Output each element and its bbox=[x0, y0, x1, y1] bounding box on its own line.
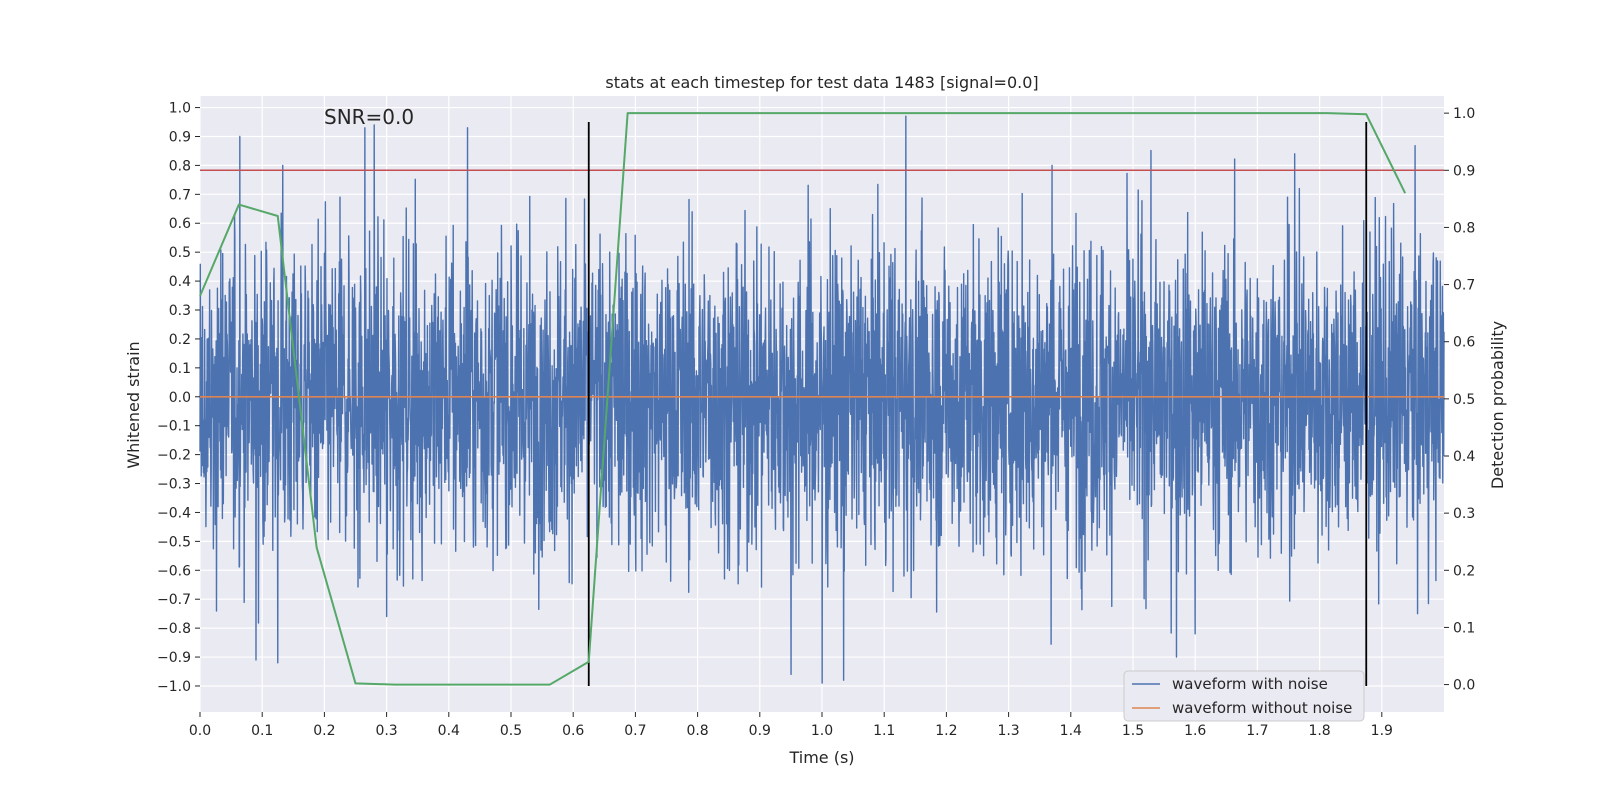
x-tick-label: 0.6 bbox=[562, 723, 584, 739]
noise-series bbox=[199, 115, 1445, 684]
x-tick-label: 1.7 bbox=[1246, 723, 1268, 739]
y-right-tick-label: 0.8 bbox=[1453, 220, 1475, 236]
y-right-tick-label: 0.6 bbox=[1453, 335, 1475, 351]
x-tick-label: 1.8 bbox=[1308, 723, 1330, 739]
y-right-tick-label: 0.3 bbox=[1453, 506, 1475, 522]
x-tick-label: 0.2 bbox=[313, 723, 335, 739]
vertical-markers bbox=[587, 122, 1368, 686]
x-axis-label: Time (s) bbox=[788, 748, 854, 767]
legend: waveform with noise waveform without noi… bbox=[1123, 670, 1365, 722]
y-right-axis-label: Detection probability bbox=[1488, 321, 1507, 489]
y-left-tick-label: 0.8 bbox=[169, 158, 191, 174]
y-right-tick-label: 0.9 bbox=[1453, 163, 1475, 179]
x-tick-label: 0.3 bbox=[375, 723, 397, 739]
probability-series bbox=[199, 112, 1407, 686]
y-left-tick-label: 0.7 bbox=[169, 187, 191, 203]
x-tick-label: 1.5 bbox=[1122, 723, 1144, 739]
y-right-tick-label: 0.7 bbox=[1453, 278, 1475, 294]
y-left-tick-label: −0.8 bbox=[157, 621, 191, 637]
y-left-tick-label: −0.3 bbox=[157, 477, 191, 493]
x-tick-label: 1.0 bbox=[811, 723, 833, 739]
y-left-tick-label: −0.9 bbox=[157, 650, 191, 666]
y-left-tick-label: 1.0 bbox=[169, 101, 191, 117]
y-left-tick-label: −0.5 bbox=[157, 534, 191, 550]
y-left-tick-label: −0.6 bbox=[157, 563, 191, 579]
snr-annotation: SNR=0.0 bbox=[324, 105, 414, 129]
legend-label-noise: waveform with noise bbox=[1172, 675, 1328, 693]
y-right-tick-labels: 1.0 0.9 0.8 0.7 0.6 0.5 0.4 0.3 0.2 0.1 0.0 bbox=[1444, 106, 1475, 694]
y-left-axis-label: Whitened strain bbox=[124, 341, 143, 468]
x-tick-label: 1.9 bbox=[1371, 723, 1393, 739]
y-right-tick-label: 1.0 bbox=[1453, 106, 1475, 122]
y-left-tick-label: −0.4 bbox=[157, 505, 191, 521]
x-tick-label: 0.1 bbox=[251, 723, 273, 739]
y-left-tick-label: 0.4 bbox=[169, 274, 191, 290]
x-tick-label: 1.1 bbox=[873, 723, 895, 739]
y-left-tick-label: 0.0 bbox=[169, 390, 191, 406]
x-tick-label: 1.2 bbox=[935, 723, 957, 739]
x-tick-label: 0.8 bbox=[686, 723, 708, 739]
x-tick-label: 1.3 bbox=[997, 723, 1019, 739]
y-left-tick-label: 0.5 bbox=[169, 245, 191, 261]
y-left-tick-label: 0.6 bbox=[169, 216, 191, 232]
y-left-tick-label: 0.3 bbox=[169, 303, 191, 319]
y-right-tick-label: 0.1 bbox=[1453, 620, 1475, 636]
x-tick-label: 1.4 bbox=[1060, 723, 1082, 739]
legend-box bbox=[1123, 670, 1365, 722]
y-right-tick-label: 0.5 bbox=[1453, 392, 1475, 408]
y-left-tick-label: −0.2 bbox=[157, 448, 191, 464]
y-left-tick-label: −0.7 bbox=[157, 592, 191, 608]
y-left-tick-label: −0.1 bbox=[157, 419, 191, 435]
y-right-tick-label: 0.2 bbox=[1453, 563, 1475, 579]
y-right-tick-label: 0.0 bbox=[1453, 678, 1475, 694]
y-left-tick-label: 0.1 bbox=[169, 361, 191, 377]
x-tick-label: 0.4 bbox=[438, 723, 460, 739]
y-right-tick-label: 0.4 bbox=[1453, 449, 1475, 465]
y-left-tick-label: −1.0 bbox=[157, 679, 191, 695]
y-left-tick-label: 0.9 bbox=[169, 129, 191, 145]
legend-label-clean: waveform without noise bbox=[1172, 699, 1352, 717]
x-tick-label: 1.6 bbox=[1184, 723, 1206, 739]
x-tick-label: 0.7 bbox=[624, 723, 646, 739]
x-tick-labels: 0.0 0.1 0.2 0.3 0.4 0.5 0.6 0.7 0.8 0.9 1.0 1.1 1.2 1… bbox=[189, 712, 1393, 739]
y-left-tick-labels: 1.0 0.9 0.8 0.7 0.6 0.5 0.4 0.3 0.2 0.1 0.0 −0.1 −0.… bbox=[157, 101, 200, 695]
chart-title: stats at each timestep for test data 148… bbox=[605, 73, 1038, 92]
y-left-tick-label: 0.2 bbox=[169, 332, 191, 348]
noise-line bbox=[199, 115, 1445, 684]
x-tick-label: 0.9 bbox=[749, 723, 771, 739]
x-tick-label: 0.0 bbox=[189, 723, 211, 739]
x-tick-label: 0.5 bbox=[500, 723, 522, 739]
